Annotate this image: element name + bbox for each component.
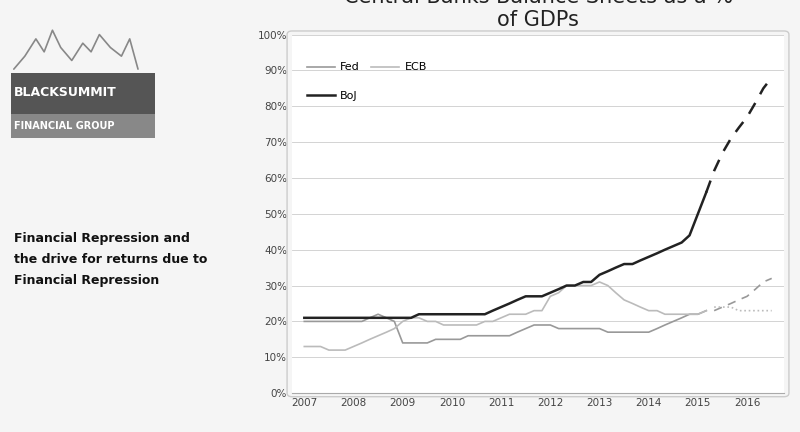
Text: FINANCIAL GROUP: FINANCIAL GROUP bbox=[14, 121, 114, 131]
Text: BLACKSUMMIT: BLACKSUMMIT bbox=[14, 86, 117, 99]
Text: Financial Repression and
the drive for returns due to
Financial Repression: Financial Repression and the drive for r… bbox=[14, 232, 207, 287]
Bar bbox=[11, 114, 154, 138]
Title: Central Banks Balance Sheets as a %
of GDPs: Central Banks Balance Sheets as a % of G… bbox=[343, 0, 733, 30]
Bar bbox=[11, 73, 154, 117]
Legend: BoJ: BoJ bbox=[302, 87, 362, 105]
